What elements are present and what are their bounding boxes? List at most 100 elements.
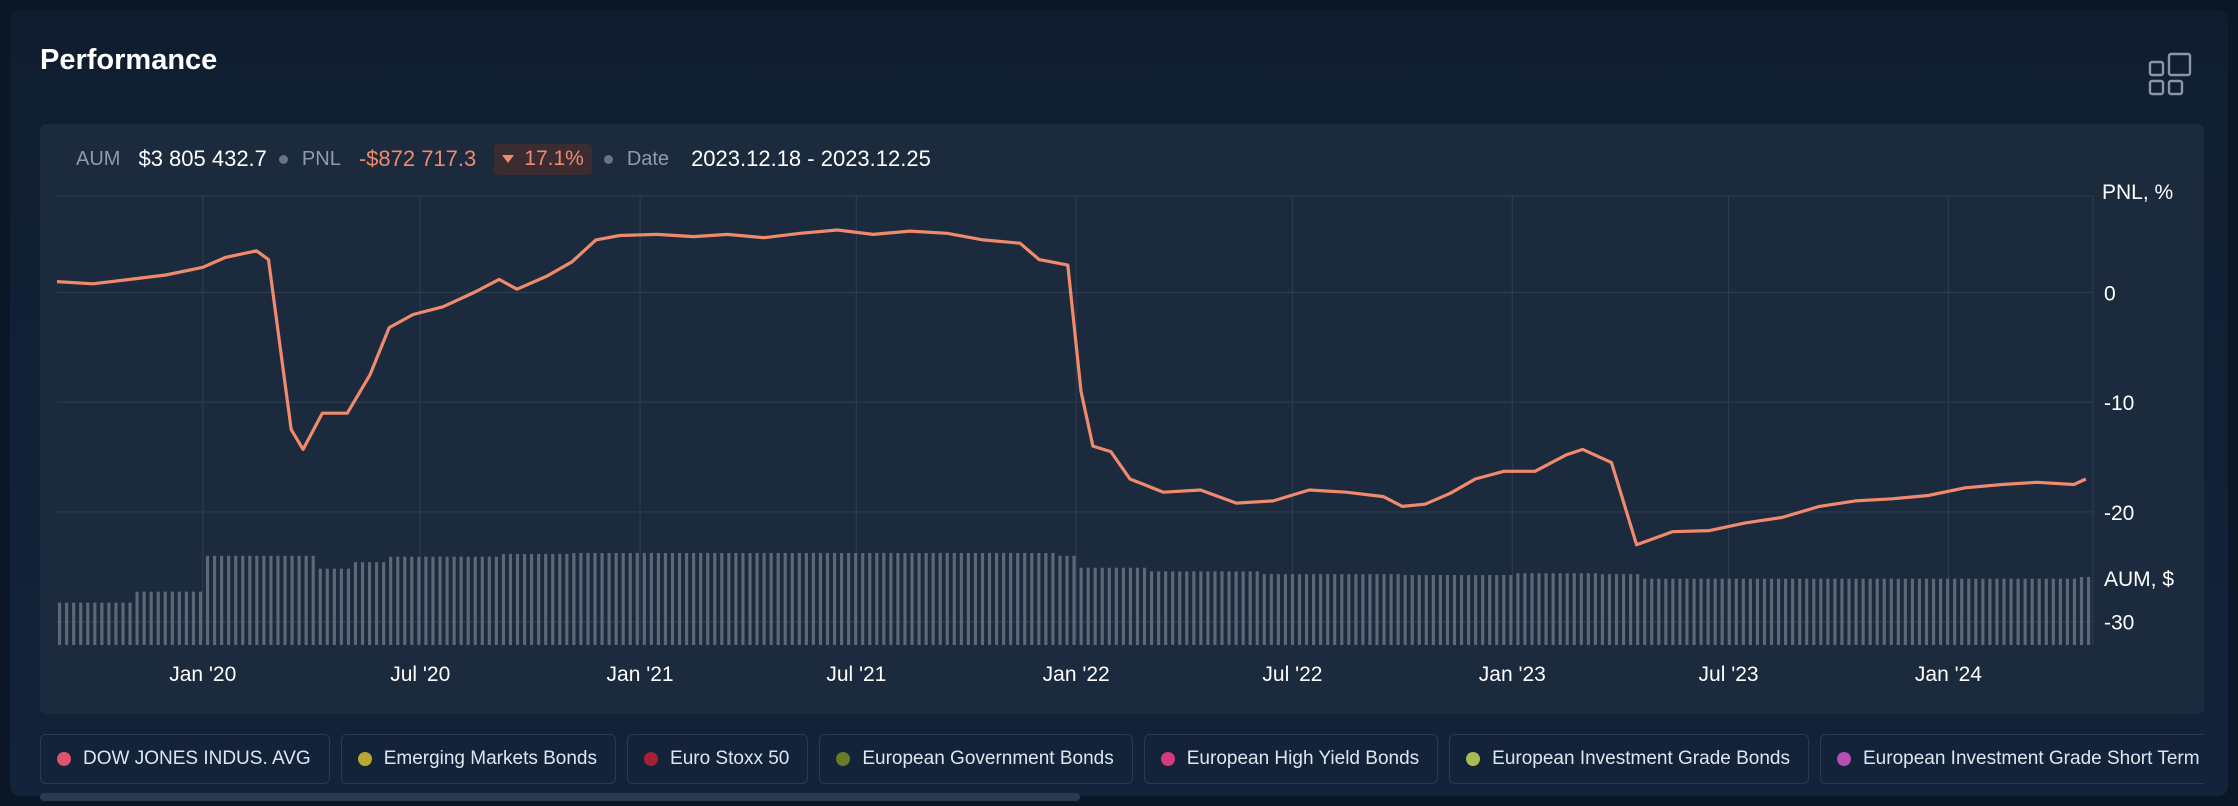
aum-bar [1600,574,1605,645]
aum-bar [579,553,583,645]
aum-bar [360,562,365,645]
aum-bar [1030,553,1034,645]
aum-bar [2023,578,2027,645]
aum-bar [466,556,470,645]
aum-bar [508,553,513,645]
y-tick-label: 0 [2104,283,2116,306]
x-tick-label: Jul '21 [826,663,886,686]
aum-bar [1452,575,1457,645]
aum-bars [58,553,2091,645]
aum-bar [931,553,935,645]
x-tick-label: Jan '22 [1043,663,1110,686]
aum-bar [903,553,907,645]
aum-bar [607,553,611,645]
aum-bar [515,553,520,645]
aum-bar [1375,574,1379,645]
aum-bar [1326,574,1330,645]
legend-color-dot [57,752,71,766]
aum-bar [2044,578,2048,645]
aum-bar [1347,574,1351,645]
aum-bar [494,556,498,645]
aum-bar [769,553,773,645]
date-range[interactable]: 2023.12.18 - 2023.12.25 [691,146,931,171]
aum-bar [565,553,569,645]
legend-item[interactable]: European Investment Grade Short Term Bon… [1820,734,2204,784]
grid-layout-icon[interactable] [2148,52,2194,98]
legend-label: DOW JONES INDUS. AVG [83,748,311,769]
x-tick-label: Jul '23 [1699,663,1759,686]
aum-bar [685,553,689,645]
aum-bar [1720,578,1724,645]
aum-bar [1523,573,1527,645]
aum-bar [868,553,872,645]
aum-bar [2002,578,2006,645]
legend-item[interactable]: Emerging Markets Bonds [340,734,617,784]
x-tick-label: Jan '21 [607,663,674,686]
aum-bar [1488,575,1492,645]
aum-bar [1671,578,1675,645]
aum-bar [1833,578,1837,645]
aum-bar [1798,578,1802,645]
aum-bar [1135,567,1140,645]
legend-item[interactable]: European Investment Grade Bonds [1449,734,1809,784]
aum-bar [945,553,949,645]
aum-bar [114,602,118,645]
aum-bar [1051,553,1055,645]
aum-bar [2009,578,2013,645]
legend-item[interactable]: European Government Bonds [819,734,1133,784]
aum-bar [311,555,315,645]
legend-item[interactable]: European High Yield Bonds [1143,734,1439,784]
aum-bar [1840,578,1844,645]
aum-bar [699,553,703,645]
aum-bar [1643,578,1647,645]
aum-bar [212,555,217,645]
aum-bar [389,556,393,645]
aum-bar [135,591,139,645]
aum-bar [762,553,766,645]
aum-bar [1107,567,1111,645]
legend-item[interactable]: DOW JONES INDUS. AVG [40,734,330,784]
legend-color-dot [357,752,372,766]
x-tick-label: Jul '20 [390,663,450,686]
aum-bar [1706,578,1710,645]
aum-bar [417,556,421,645]
aum-bar [1410,575,1414,645]
aum-bar [170,591,174,645]
y-tick-label: -10 [2104,392,2134,415]
aum-bar [156,591,160,645]
aum-bar [530,553,534,645]
aum-bar [79,602,83,645]
legend-item[interactable]: Euro Stoxx 50 [627,734,809,784]
aum-bar [1917,578,1922,645]
y-tick-label: -30 [2104,612,2134,635]
aum-bar [1530,573,1534,645]
y-axis-label: PNL, % [2102,181,2173,204]
aum-bar [1593,573,1597,645]
aum-bar [184,591,188,645]
y-ticks: 0 -10 -20 -30 [2104,283,2134,635]
aum-bar [797,553,801,645]
aum-bar [593,553,597,645]
aum-bar [2051,578,2055,645]
aum-bar [635,553,639,645]
aum-bar [1946,578,1950,645]
aum-bar [283,555,287,645]
aum-bar [1516,573,1520,645]
aum-bar [600,553,604,645]
aum-bar [1636,574,1640,645]
aum-bar [1023,553,1027,645]
aum-bar [2079,576,2084,645]
aum-value: $3 805 432.7 [138,146,267,171]
aum-axis-label: AUM, $ [2104,568,2174,591]
aum-bar [755,553,759,645]
aum-bar [1431,575,1435,645]
aum-bar [1784,578,1788,645]
separator-dot [603,154,613,164]
legend-scrollbar[interactable] [40,793,1080,801]
aum-bar [346,568,351,645]
aum-bar [1058,555,1062,645]
aum-bar [544,553,548,645]
y-tick-label: -20 [2104,502,2134,525]
aum-bar [1678,578,1682,645]
